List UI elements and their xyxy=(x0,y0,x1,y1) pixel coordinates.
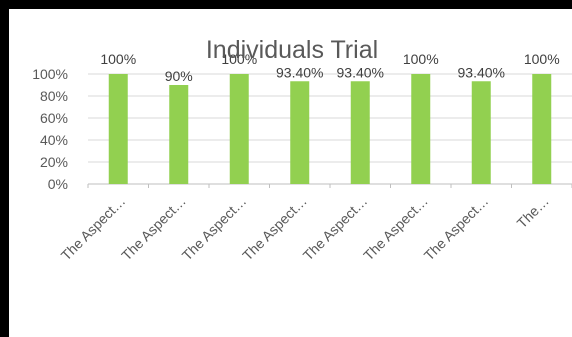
bar xyxy=(532,74,552,184)
bars xyxy=(108,74,552,184)
category-label: The… xyxy=(514,193,552,231)
bar xyxy=(471,81,491,184)
bar xyxy=(229,74,249,184)
data-label: 90% xyxy=(165,68,193,84)
chart-title: Individuals Trial xyxy=(206,36,378,64)
y-tick-label: 80% xyxy=(40,88,68,104)
bar xyxy=(350,81,370,184)
data-label: 93.40% xyxy=(276,64,323,80)
gridlines xyxy=(87,73,572,188)
x-axis-categories: The Aspect…The Aspect…The Aspect…The Asp… xyxy=(58,193,552,264)
y-axis-ticks: 0% 20% 40% 60% 80% 100% xyxy=(32,66,68,192)
data-labels: 100% 90% 100% 93.40% 93.40% 100% 93.40% 100% xyxy=(100,51,559,84)
y-tick-label: 40% xyxy=(40,132,68,148)
y-tick-label: 0% xyxy=(48,176,68,192)
data-label: 93.40% xyxy=(337,64,384,80)
bar xyxy=(290,81,310,184)
y-tick-label: 100% xyxy=(32,66,68,82)
y-tick-label: 60% xyxy=(40,110,68,126)
bar xyxy=(108,74,128,184)
category-label: The Aspect… xyxy=(421,193,492,264)
data-label: 100% xyxy=(403,51,439,67)
data-label: 100% xyxy=(100,51,136,67)
bar xyxy=(169,85,189,184)
data-label: 100% xyxy=(221,51,257,67)
data-label: 93.40% xyxy=(458,64,505,80)
bar xyxy=(411,74,431,184)
data-label: 100% xyxy=(524,51,560,67)
y-tick-label: 20% xyxy=(40,154,68,170)
